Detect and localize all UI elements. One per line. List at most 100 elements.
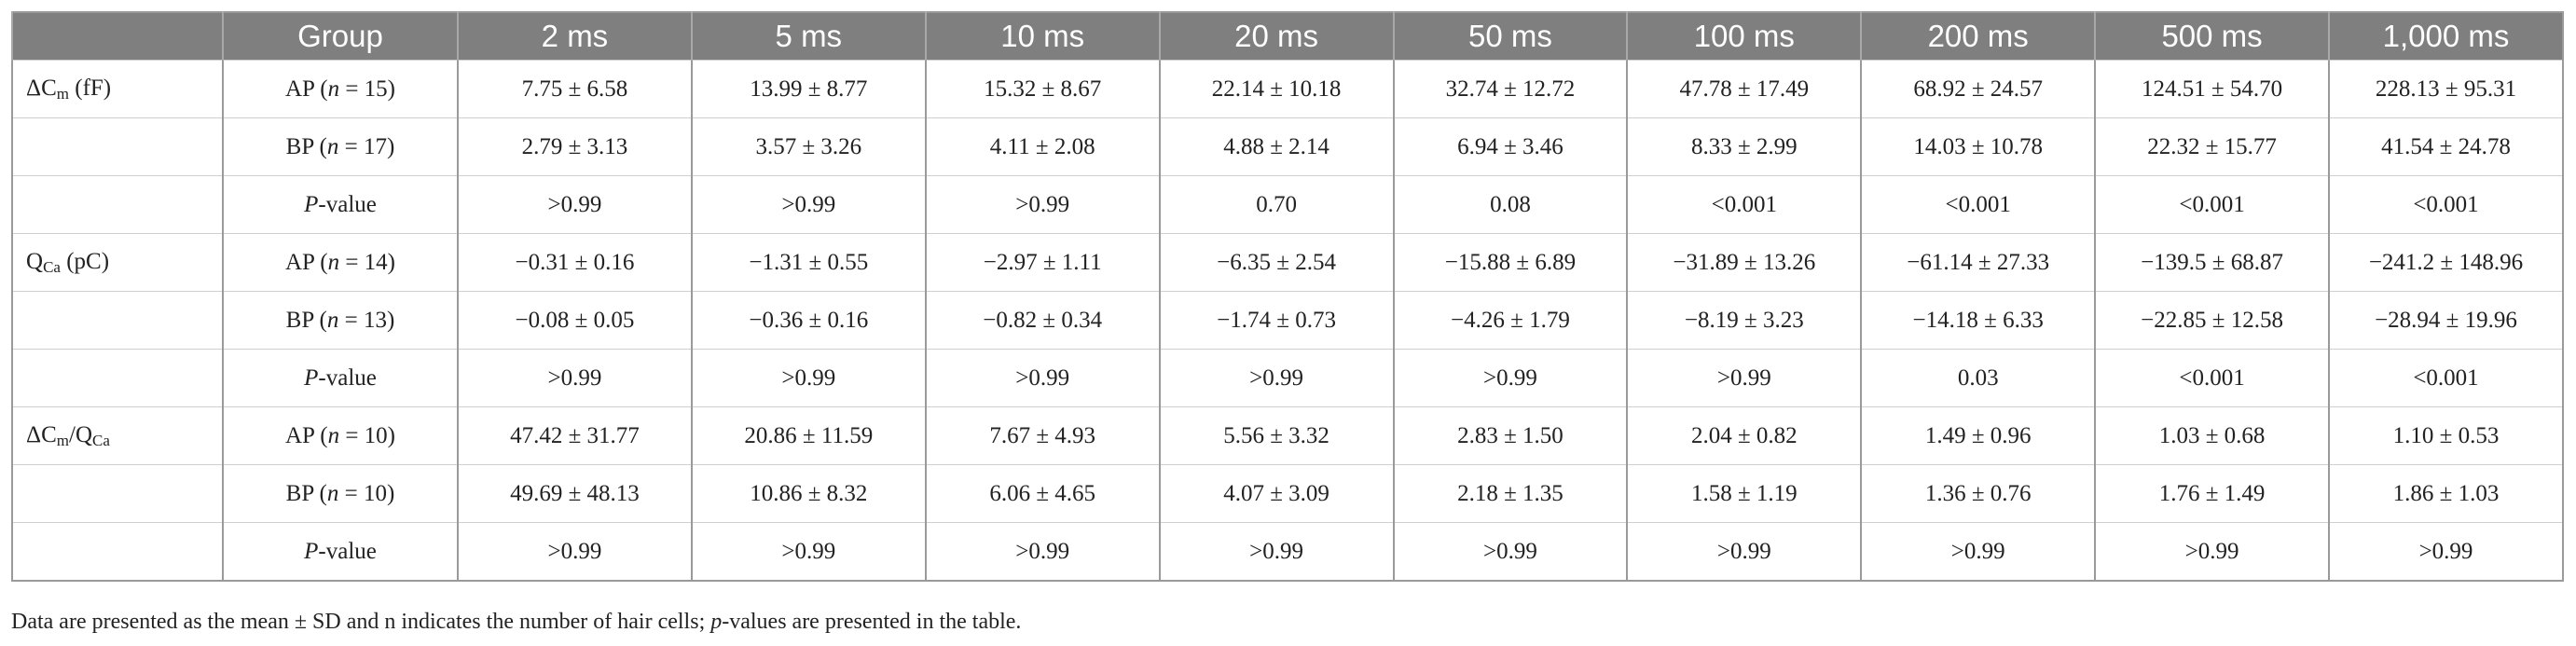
- value-cell: >0.99: [457, 349, 692, 407]
- header-cell: Group: [222, 12, 458, 61]
- value-cell: >0.99: [1860, 522, 2096, 581]
- value-cell: −1.74 ± 0.73: [1158, 291, 1394, 350]
- value-cell: >0.99: [457, 175, 692, 234]
- value-cell: 4.07 ± 3.09: [1158, 464, 1394, 523]
- row-label-cell: QCa (pC): [11, 233, 223, 292]
- value-cell: 1.58 ± 1.19: [1626, 464, 1862, 523]
- value-cell: >0.99: [457, 522, 692, 581]
- text-segment: -value: [318, 191, 377, 217]
- text-segment: Data are presented as the mean ± SD and …: [11, 610, 711, 634]
- footnote: Data are presented as the mean ± SD and …: [11, 610, 1021, 635]
- table-row: P-value >0.99 >0.99 >0.99 0.70 0.08 <0.001 <0.0…: [11, 175, 2563, 234]
- value-cell: −0.36 ± 0.16: [690, 291, 926, 350]
- text-segment: AP (: [284, 76, 328, 102]
- text-segment: m: [56, 84, 69, 103]
- text-segment: n: [327, 249, 340, 275]
- header-cell: 20 ms: [1158, 12, 1394, 61]
- value-cell: −6.35 ± 2.54: [1158, 233, 1394, 292]
- value-cell: −14.18 ± 6.33: [1860, 291, 2096, 350]
- table-row: BP (n = 10) 49.69 ± 48.13 10.86 ± 8.32 6.06…: [11, 464, 2563, 523]
- text-segment: n: [326, 133, 339, 159]
- table-row: P-value >0.99 >0.99 >0.99 >0.99 >0.99 >0.99 0.0…: [11, 349, 2563, 407]
- value-cell: 4.88 ± 2.14: [1158, 117, 1394, 176]
- corner-cell: [11, 12, 223, 61]
- group-cell: P-value: [222, 349, 458, 407]
- text-segment: n: [326, 480, 339, 506]
- value-cell: 41.54 ± 24.78: [2328, 117, 2563, 176]
- value-cell: 228.13 ± 95.31: [2328, 60, 2563, 118]
- row-label-cell: [11, 291, 223, 350]
- value-cell: −0.82 ± 0.34: [924, 291, 1160, 350]
- value-cell: 2.83 ± 1.50: [1392, 406, 1628, 465]
- value-cell: −1.31 ± 0.55: [690, 233, 926, 292]
- table-row: QCa (pC) AP (n = 14) −0.31 ± 0.16 −1.31 ± 0…: [11, 233, 2563, 292]
- value-cell: −8.19 ± 3.23: [1626, 291, 1862, 350]
- text-segment: /Q: [69, 421, 92, 447]
- value-cell: 13.99 ± 8.77: [690, 60, 926, 118]
- value-cell: >0.99: [1626, 522, 1862, 581]
- value-cell: 0.70: [1158, 175, 1394, 234]
- value-cell: 1.03 ± 0.68: [2094, 406, 2329, 465]
- value-cell: <0.001: [2328, 349, 2563, 407]
- value-cell: >0.99: [690, 522, 926, 581]
- text-segment: -values are presented in the table.: [722, 610, 1022, 634]
- table-wrap: Group 2 ms 5 ms 10 ms 20 ms 50 ms 100 ms 200 ms…: [11, 11, 2564, 582]
- text-segment: (fF): [69, 75, 112, 101]
- value-cell: 49.69 ± 48.13: [457, 464, 692, 523]
- value-cell: >0.99: [924, 522, 1160, 581]
- group-cell: P-value: [222, 522, 458, 581]
- text-segment: ΔC: [26, 421, 57, 447]
- value-cell: 1.86 ± 1.03: [2328, 464, 2563, 523]
- value-cell: >0.99: [1158, 522, 1394, 581]
- row-label-cell: ΔCm (fF): [11, 60, 223, 118]
- text-segment: BP (: [285, 133, 327, 159]
- value-cell: 6.94 ± 3.46: [1392, 117, 1628, 176]
- value-cell: 47.78 ± 17.49: [1626, 60, 1862, 118]
- value-cell: 1.10 ± 0.53: [2328, 406, 2563, 465]
- header-cell: 1,000 ms: [2328, 12, 2563, 61]
- text-segment: P: [304, 538, 319, 564]
- value-cell: <0.001: [2328, 175, 2563, 234]
- value-cell: 2.04 ± 0.82: [1626, 406, 1862, 465]
- table-row: BP (n = 13) −0.08 ± 0.05 −0.36 ± 0.16 −0.82…: [11, 291, 2563, 350]
- header-row: Group 2 ms 5 ms 10 ms 20 ms 50 ms 100 ms 200 ms…: [11, 12, 2563, 61]
- table-body: ΔCm (fF) AP (n = 15) 7.75 ± 6.58 13.99 ± 8.…: [11, 60, 2563, 581]
- text-segment: (pC): [60, 248, 110, 274]
- text-segment: BP (: [285, 307, 327, 333]
- value-cell: 47.42 ± 31.77: [457, 406, 692, 465]
- value-cell: −28.94 ± 19.96: [2328, 291, 2563, 350]
- results-table: Group 2 ms 5 ms 10 ms 20 ms 50 ms 100 ms 200 ms…: [11, 11, 2564, 582]
- value-cell: 68.92 ± 24.57: [1860, 60, 2096, 118]
- value-cell: −0.08 ± 0.05: [457, 291, 692, 350]
- value-cell: −22.85 ± 12.58: [2094, 291, 2329, 350]
- text-segment: AP (: [284, 422, 328, 448]
- group-cell: P-value: [222, 175, 458, 234]
- group-cell: AP (n = 14): [222, 233, 458, 292]
- group-cell: AP (n = 10): [222, 406, 458, 465]
- value-cell: −241.2 ± 148.96: [2328, 233, 2563, 292]
- value-cell: −139.5 ± 68.87: [2094, 233, 2329, 292]
- value-cell: 3.57 ± 3.26: [690, 117, 926, 176]
- value-cell: 0.08: [1392, 175, 1628, 234]
- header-cell: 5 ms: [690, 12, 926, 61]
- text-segment: AP (: [284, 249, 328, 275]
- value-cell: >0.99: [924, 349, 1160, 407]
- row-label-cell: ΔCm/QCa: [11, 406, 223, 465]
- text-segment: = 10): [339, 422, 396, 448]
- table-row: ΔCm/QCa AP (n = 10) 47.42 ± 31.77 20.86 ± 1…: [11, 406, 2563, 465]
- text-segment: Q: [26, 248, 44, 274]
- text-segment: n: [327, 76, 340, 102]
- row-label-cell: [11, 117, 223, 176]
- header-cell: 10 ms: [924, 12, 1160, 61]
- value-cell: 10.86 ± 8.32: [690, 464, 926, 523]
- header-cell: 100 ms: [1626, 12, 1862, 61]
- value-cell: >0.99: [1626, 349, 1862, 407]
- row-label-cell: [11, 349, 223, 407]
- header-cell: 2 ms: [457, 12, 692, 61]
- value-cell: >0.99: [690, 349, 926, 407]
- header-cell: 200 ms: [1860, 12, 2096, 61]
- value-cell: 2.18 ± 1.35: [1392, 464, 1628, 523]
- value-cell: 2.79 ± 3.13: [457, 117, 692, 176]
- text-segment: -value: [318, 538, 377, 564]
